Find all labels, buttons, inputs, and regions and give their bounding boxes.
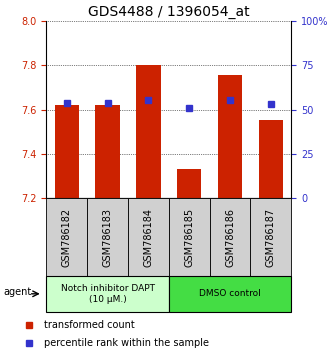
- Text: GSM786186: GSM786186: [225, 208, 235, 267]
- Bar: [251, 198, 291, 276]
- Bar: [87, 198, 128, 276]
- Bar: [136, 65, 161, 198]
- Text: GSM786182: GSM786182: [62, 207, 72, 267]
- Text: GSM786185: GSM786185: [184, 207, 194, 267]
- Bar: [177, 170, 202, 198]
- Text: GSM786184: GSM786184: [143, 208, 153, 267]
- Title: GDS4488 / 1396054_at: GDS4488 / 1396054_at: [88, 5, 250, 19]
- Bar: [169, 276, 291, 312]
- Bar: [169, 198, 210, 276]
- Bar: [259, 120, 283, 198]
- Bar: [128, 198, 169, 276]
- Bar: [46, 198, 87, 276]
- Bar: [218, 75, 242, 198]
- Bar: [46, 276, 169, 312]
- Text: transformed count: transformed count: [44, 320, 135, 330]
- Text: percentile rank within the sample: percentile rank within the sample: [44, 338, 209, 348]
- Bar: [95, 105, 120, 198]
- Text: GSM786183: GSM786183: [103, 208, 113, 267]
- Text: agent: agent: [3, 287, 31, 297]
- Bar: [210, 198, 251, 276]
- Bar: [55, 105, 79, 198]
- Text: Notch inhibitor DAPT
(10 μM.): Notch inhibitor DAPT (10 μM.): [61, 284, 155, 303]
- Text: GSM786187: GSM786187: [266, 207, 276, 267]
- Text: DMSO control: DMSO control: [199, 289, 261, 298]
